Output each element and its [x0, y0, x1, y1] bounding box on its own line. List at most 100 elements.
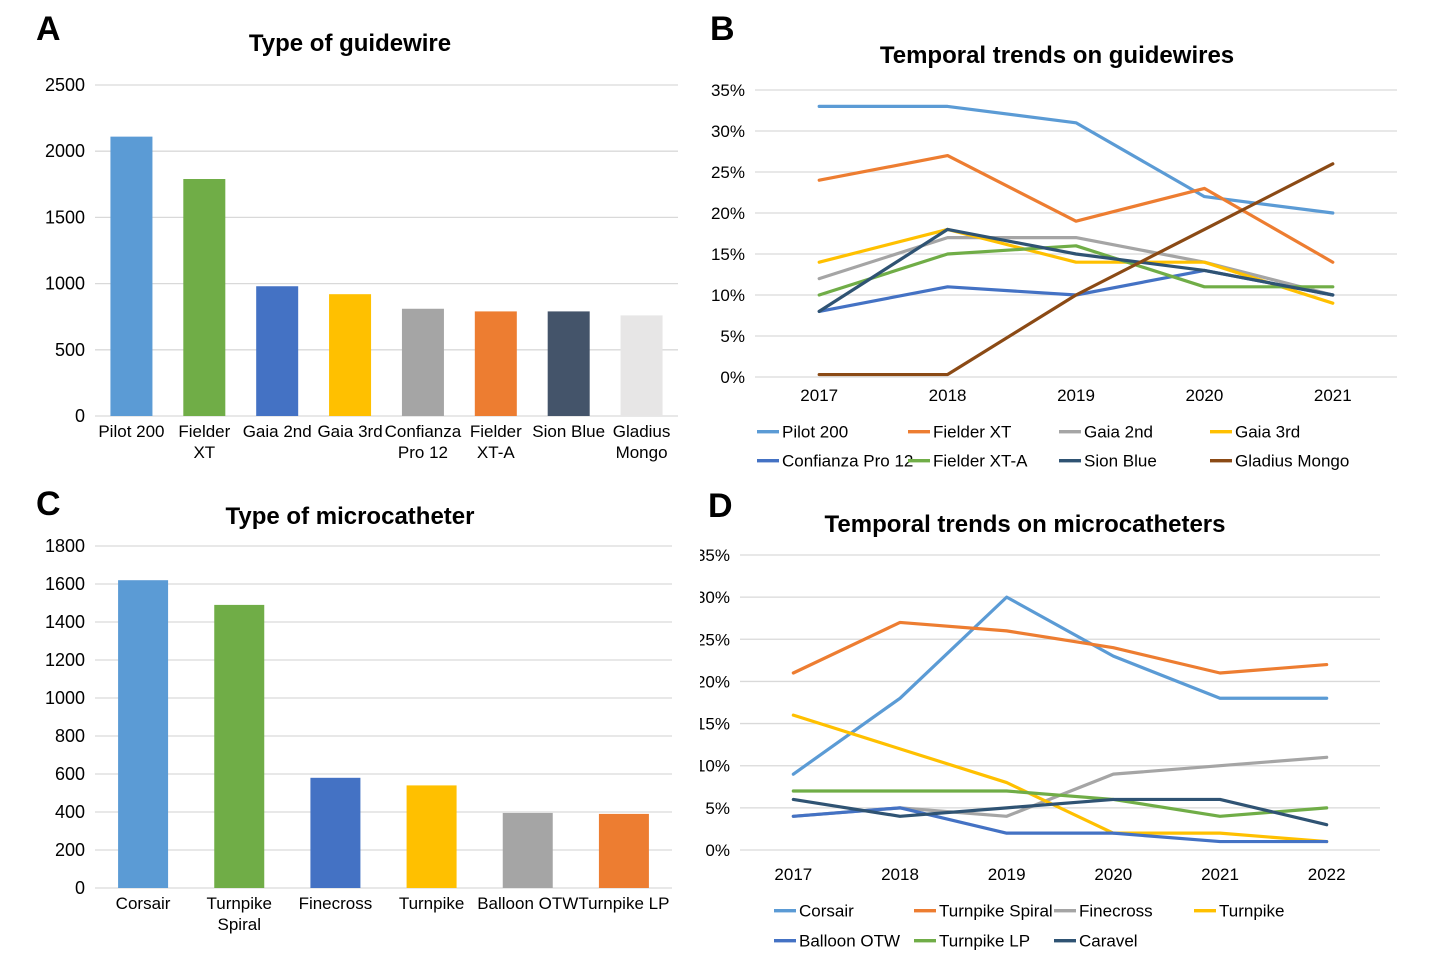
legend-label: Pilot 200 [782, 423, 848, 442]
y-axis-tick-label: 25% [700, 630, 730, 649]
legend-marker [914, 939, 936, 943]
y-axis-tick-label: 0 [75, 878, 85, 898]
legend-marker [1059, 459, 1081, 463]
series-line [791, 595, 1329, 776]
legend-label: Turnpike [1219, 902, 1285, 921]
panel-b-title: Temporal trends on guidewires [879, 42, 1235, 69]
y-axis-tick-label: 1600 [45, 574, 85, 594]
panel-c-title: Type of microcatheter [225, 503, 475, 530]
x-axis-category-label: Turnpike [399, 894, 465, 913]
legend-marker [774, 939, 796, 943]
y-axis-tick-label: 20% [711, 204, 745, 223]
legend-marker [757, 459, 779, 463]
x-axis-tick-label: 2017 [774, 865, 812, 884]
legend-label: Gaia 3rd [1235, 423, 1300, 442]
y-axis-tick-label: 0 [75, 406, 85, 426]
panel-a: A Type of guidewire 0 500 1000 1500 2000 2500… [0, 0, 700, 477]
series-line [817, 104, 1335, 215]
series-line [817, 227, 1335, 313]
x-axis-tick-label: 2018 [929, 386, 967, 405]
panel-a-letter: A [36, 10, 61, 48]
legend-marker [908, 459, 930, 463]
y-axis-tick-label: 1400 [45, 612, 85, 632]
legend-label: Sion Blue [1084, 452, 1157, 471]
y-axis-tick-label: 200 [55, 840, 85, 860]
y-axis-tick-label: 1000 [45, 688, 85, 708]
series-line [791, 620, 1329, 675]
legend-label: Gaia 2nd [1084, 423, 1153, 442]
x-axis-tick-label: 2017 [800, 386, 838, 405]
series-line [791, 797, 1329, 827]
bar [310, 777, 361, 888]
guidewire-trends-line-chart: 0% 5% 10% 15% 20% 25% 30% 35% 2017 2018 2019 2020 20… [711, 81, 1397, 471]
bar [118, 580, 169, 888]
legend-marker [757, 430, 779, 434]
panel-c-letter: C [36, 485, 61, 523]
y-axis-tick-label: 10% [700, 757, 730, 776]
legend-marker [1210, 430, 1232, 434]
legend-label: Balloon OTW [799, 932, 900, 951]
x-axis-tick-label: 2018 [881, 865, 919, 884]
y-axis-tick-label: 2500 [45, 75, 85, 95]
legend-marker [1210, 459, 1232, 463]
y-axis-tick-label: 35% [711, 81, 745, 100]
legend-label: Fielder XT-A [933, 452, 1028, 471]
series-line [817, 227, 1335, 305]
y-axis-tick-label: 20% [700, 672, 730, 691]
y-axis-tick-label: 25% [711, 163, 745, 182]
bar [502, 812, 553, 888]
x-axis-category-label: Gaia 3rd [317, 422, 382, 441]
series-line [817, 236, 1335, 297]
x-axis-category-label: Gladius Mongo [613, 422, 671, 462]
legend-label: Corsair [799, 902, 854, 921]
y-axis-tick-label: 1200 [45, 650, 85, 670]
legend-label: Gladius Mongo [1235, 452, 1349, 471]
x-axis-category-label: Corsair [116, 894, 171, 913]
bar [183, 179, 226, 416]
x-axis-category-label: Fielder XT-A [470, 422, 522, 462]
y-axis-tick-label: 30% [700, 588, 730, 607]
bar [598, 813, 649, 888]
y-axis-tick-label: 30% [711, 122, 745, 141]
x-axis-category-label: Turnpike Spiral [206, 894, 272, 934]
y-axis-tick-label: 1000 [45, 274, 85, 294]
x-axis-tick-label: 2021 [1314, 386, 1352, 405]
x-axis-category-label: Fielder XT [178, 422, 230, 462]
y-axis-tick-label: 15% [711, 245, 745, 264]
legend-marker [1194, 909, 1216, 913]
x-axis-category-label: Pilot 200 [98, 422, 164, 441]
legend-label: Finecross [1079, 902, 1153, 921]
bar [401, 308, 444, 416]
x-axis-category-label: Turnpike LP [578, 894, 669, 913]
series-line [817, 244, 1335, 297]
legend-marker [908, 430, 930, 434]
legend-label: Caravel [1079, 932, 1138, 951]
legend-marker [1059, 430, 1081, 434]
legend-label: Confianza Pro 12 [782, 452, 913, 471]
series-line [791, 713, 1329, 844]
x-axis-tick-label: 2022 [1308, 865, 1346, 884]
y-axis-tick-label: 5% [705, 799, 730, 818]
bar [110, 136, 153, 417]
y-axis-tick-label: 800 [55, 726, 85, 746]
y-axis-tick-label: 600 [55, 764, 85, 784]
panel-b-letter: B [710, 10, 735, 48]
y-axis-tick-label: 400 [55, 802, 85, 822]
panel-d: D Temporal trends on microcatheters 0% 5%… [700, 477, 1430, 954]
y-axis-tick-label: 500 [55, 340, 85, 360]
series-line [791, 789, 1329, 818]
x-axis-category-label: Balloon OTW [477, 894, 578, 913]
series-line [817, 154, 1335, 264]
y-axis-tick-label: 0% [705, 841, 730, 860]
x-axis-tick-label: 2019 [988, 865, 1026, 884]
microcatheter-trends-line-chart: 0% 5% 10% 15% 20% 25% 30% 35% 2017 2018 2019 2020 20… [700, 546, 1380, 951]
y-axis-tick-label: 1500 [45, 207, 85, 227]
x-axis-category-label: Sion Blue [532, 422, 605, 441]
y-axis-tick-label: 15% [700, 715, 730, 734]
y-axis-tick-label: 0% [720, 368, 745, 387]
bar [474, 311, 517, 416]
panel-d-title: Temporal trends on microcatheters [824, 511, 1226, 538]
bar [214, 604, 265, 888]
x-axis-category-label: Confianza Pro 12 [385, 422, 462, 462]
